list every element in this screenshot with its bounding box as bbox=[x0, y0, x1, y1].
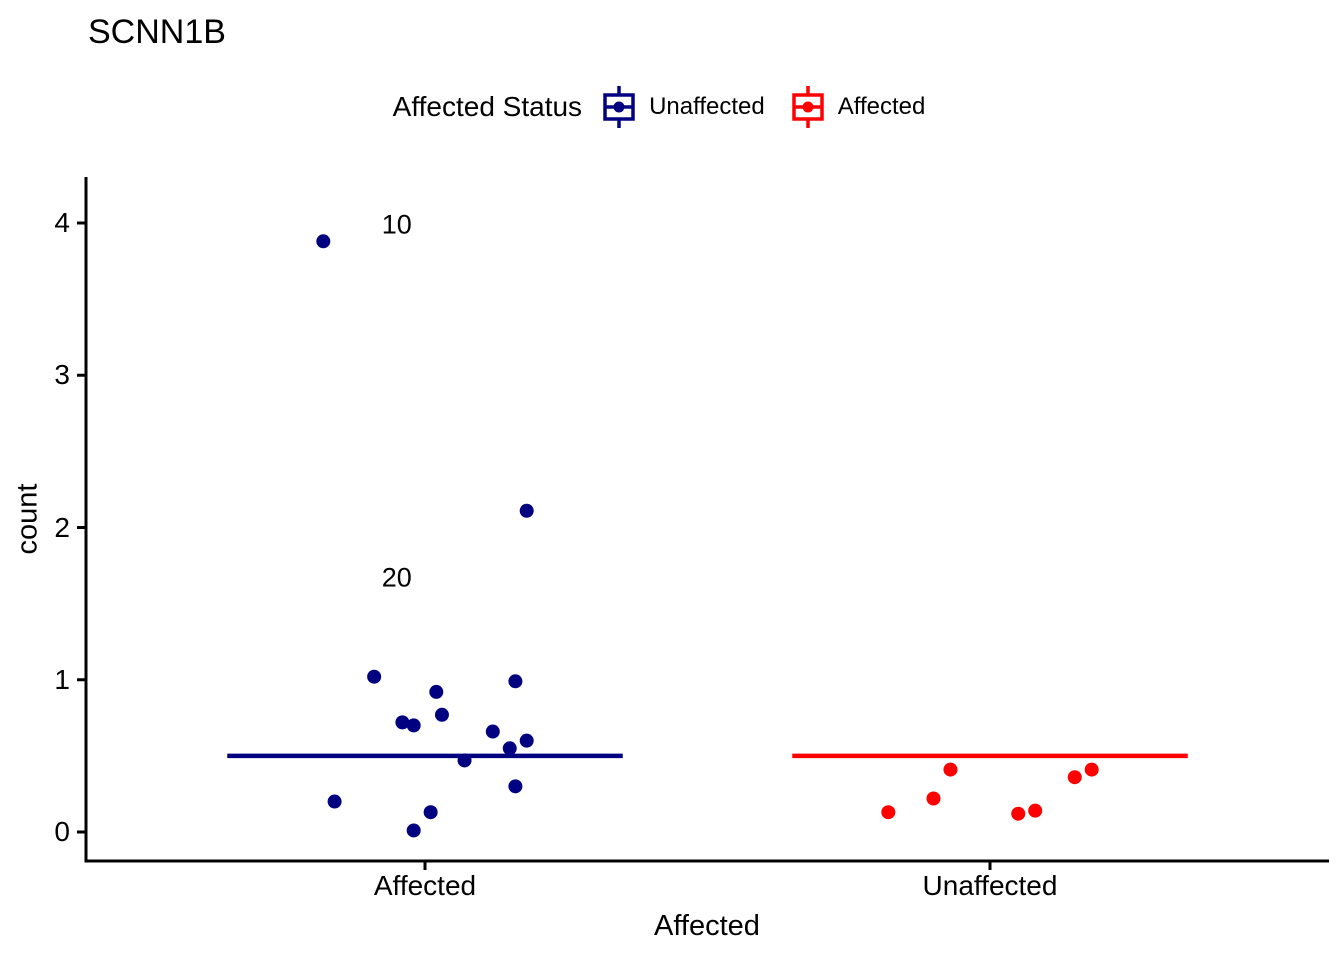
x-axis-title: Affected bbox=[654, 910, 760, 942]
data-point-unaffected bbox=[457, 753, 472, 768]
legend-label-unaffected: Unaffected bbox=[649, 93, 765, 120]
legend-item-affected: Affected bbox=[791, 85, 926, 129]
data-point-affected bbox=[1028, 803, 1043, 818]
data-point-unaffected bbox=[423, 805, 438, 820]
crossbar-key-icon bbox=[791, 86, 824, 128]
y-tick-label: 1 bbox=[54, 663, 70, 695]
data-point-affected bbox=[943, 762, 958, 777]
data-point-unaffected bbox=[519, 733, 534, 748]
plot-title: SCNN1B bbox=[88, 13, 226, 51]
data-point-unaffected bbox=[434, 707, 449, 722]
data-point-unaffected bbox=[429, 684, 444, 699]
x-category-label: Affected bbox=[373, 870, 477, 901]
data-point-unaffected bbox=[519, 503, 534, 518]
data-point-unaffected bbox=[327, 794, 342, 809]
data-point-unaffected bbox=[502, 741, 517, 756]
data-point-unaffected bbox=[406, 823, 421, 838]
data-point-unaffected bbox=[406, 718, 421, 733]
data-point-affected bbox=[881, 805, 896, 820]
data-point-unaffected bbox=[316, 234, 331, 249]
data-point-unaffected bbox=[367, 669, 382, 684]
data-point-unaffected bbox=[395, 715, 410, 730]
y-tick-label: 0 bbox=[54, 816, 70, 847]
y-tick-label: 3 bbox=[54, 359, 70, 391]
data-point-unaffected bbox=[508, 674, 523, 689]
data-point-unaffected bbox=[508, 779, 523, 794]
data-point-unaffected bbox=[485, 724, 500, 739]
legend-label-affected: Affected bbox=[837, 93, 926, 120]
data-point-affected bbox=[926, 791, 941, 806]
crossbar-key-icon bbox=[603, 86, 635, 128]
annotation-label: 20 bbox=[382, 563, 412, 593]
data-point-affected bbox=[1084, 762, 1099, 777]
y-tick-label: 4 bbox=[54, 207, 70, 238]
y-tick-label: 2 bbox=[54, 511, 70, 543]
annotation-label: 10 bbox=[382, 210, 412, 240]
legend-title: Affected Status bbox=[392, 91, 583, 122]
data-point-affected bbox=[1011, 806, 1026, 821]
y-axis-title: count bbox=[11, 483, 44, 555]
legend: Affected Status Unaffected Affected bbox=[0, 80, 1344, 134]
x-category-label: Unaffected bbox=[922, 870, 1058, 901]
legend-item-unaffected: Unaffected bbox=[602, 85, 765, 129]
data-point-affected bbox=[1067, 770, 1082, 785]
